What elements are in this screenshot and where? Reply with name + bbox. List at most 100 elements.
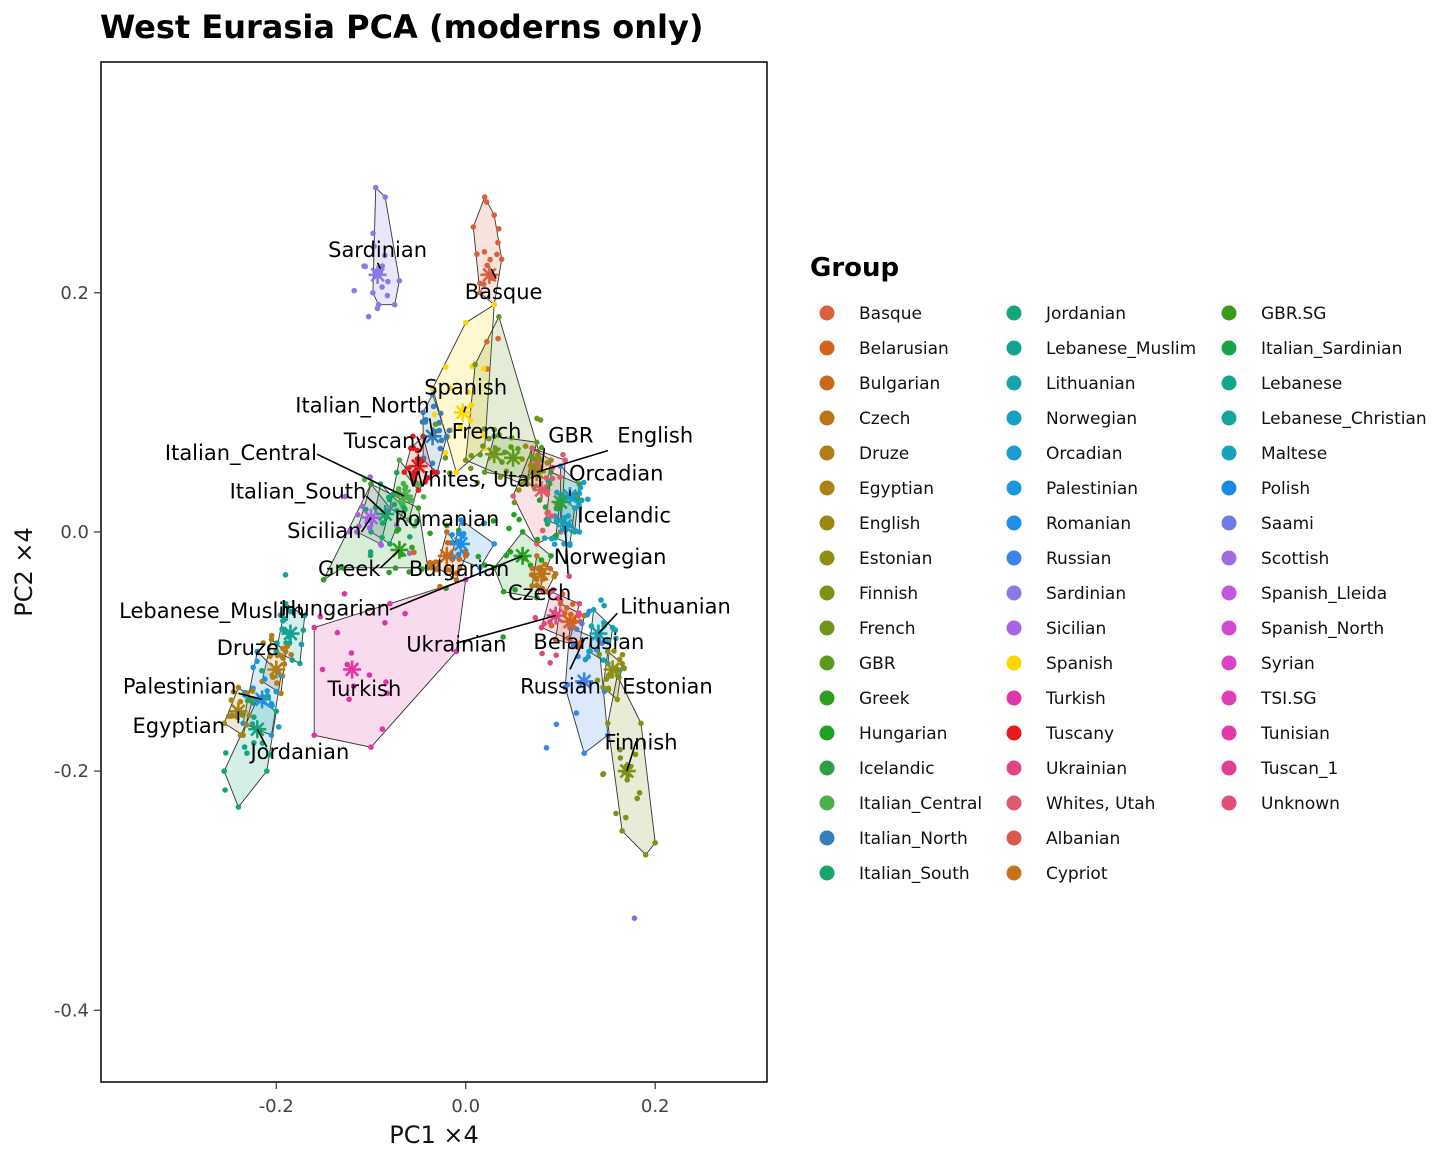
leader-line — [569, 639, 585, 670]
point-french — [480, 443, 486, 449]
label-sardinian: Sardinian — [328, 238, 427, 262]
point-hungarian — [490, 518, 497, 524]
point-palestinian — [276, 724, 282, 730]
legend-swatch — [1221, 375, 1237, 391]
point-greek — [394, 528, 400, 534]
legend-swatch — [1006, 550, 1022, 566]
point-hungarian — [519, 529, 526, 535]
legend-item-finnish: Finnish — [819, 584, 918, 604]
legend-swatch — [1221, 515, 1237, 531]
point-romanian — [449, 532, 456, 538]
legend-label: French — [859, 619, 916, 639]
point-turkish — [382, 620, 388, 626]
legend: Group Basque Belarusian Bulgarian Czech Druz… — [810, 253, 1427, 884]
legend-swatch — [1221, 760, 1237, 776]
legend-label: Whites, Utah — [1046, 794, 1155, 814]
legend-swatch — [1006, 515, 1022, 531]
label-palestinian: Palestinian — [123, 674, 237, 698]
legend-item-russian: Russian — [1006, 549, 1111, 569]
point-jordanian — [241, 744, 248, 750]
point-whites-utah — [539, 527, 546, 534]
point-czech — [534, 553, 540, 559]
label-sicilian: Sicilian — [287, 519, 361, 543]
legend-swatch — [1006, 445, 1022, 461]
legend-item-unknown: Unknown — [1221, 794, 1340, 814]
point-whites-utah — [549, 475, 556, 482]
point-estonian — [594, 677, 601, 684]
legend-swatch — [819, 480, 835, 496]
point-sardinian — [365, 313, 372, 320]
point-basque — [491, 212, 498, 218]
point-jordanian — [245, 697, 252, 703]
legend-swatch — [1221, 620, 1237, 636]
point-palestinian — [250, 664, 256, 671]
legend-label: Syrian — [1261, 654, 1315, 674]
legend-label: Lebanese_Muslim — [1046, 339, 1196, 359]
legend-swatch — [1221, 305, 1237, 321]
centroid-bulgarian — [437, 546, 456, 565]
point-italian-south — [401, 505, 408, 511]
point-turkish — [453, 648, 460, 655]
point-lithuanian — [598, 597, 604, 603]
leader-line — [360, 517, 372, 533]
point-lebanese-muslim — [287, 608, 294, 615]
point-basque — [480, 281, 487, 288]
point-english — [537, 456, 544, 463]
point-russian — [585, 653, 592, 660]
legend-label: Polish — [1261, 479, 1310, 499]
point-lithuanian — [600, 657, 607, 663]
point-sicilian — [355, 511, 361, 518]
legend-label: Basque — [859, 304, 922, 324]
point-greek — [475, 553, 482, 560]
point-english — [534, 452, 541, 459]
point-lebanese-muslim — [274, 640, 280, 646]
point-gbr — [508, 435, 515, 441]
legend-item-syrian: Syrian — [1221, 654, 1315, 674]
point-gbr — [491, 433, 498, 440]
point-belarusian — [564, 605, 570, 611]
legend-label: Lebanese_Christian — [1261, 409, 1427, 429]
legend-label: Norwegian — [1046, 409, 1137, 429]
legend-label: Spanish_North — [1261, 619, 1384, 639]
point-turkish — [384, 690, 391, 696]
point-bulgarian — [444, 539, 451, 546]
point-lithuanian — [609, 624, 616, 631]
point-ukrainian — [532, 614, 539, 621]
plot-border — [100, 61, 768, 1083]
point-basque — [470, 224, 477, 230]
point-hungarian — [506, 525, 512, 532]
legend-swatch — [1221, 795, 1237, 811]
legend-item-english: English — [819, 514, 920, 534]
legend-swatch — [1221, 725, 1237, 741]
legend-item-ukrainian: Ukrainian — [1006, 759, 1127, 779]
label-french: French — [452, 420, 522, 444]
label-basque: Basque — [465, 280, 543, 304]
point-finnish — [617, 746, 623, 753]
point-french — [511, 499, 518, 506]
point-druze — [274, 652, 281, 659]
label-whites-utah: Whites, Utah — [408, 468, 543, 492]
point-jordanian — [249, 700, 256, 706]
point-french — [447, 470, 453, 476]
point-basque — [481, 194, 488, 200]
point-bulgarian — [462, 553, 469, 559]
point-lithuanian — [613, 635, 619, 642]
point-italian-central — [420, 494, 427, 500]
point-italian-north — [429, 460, 436, 467]
leader-line — [490, 268, 497, 279]
point-basque — [498, 256, 505, 263]
point-french — [442, 455, 449, 461]
legend-label: Hungarian — [859, 724, 947, 744]
point-greek — [444, 522, 450, 529]
point-egyptian — [230, 689, 237, 695]
legend-item-czech: Czech — [819, 409, 910, 429]
legend-swatch — [1221, 655, 1237, 671]
legend-item-spanish-north: Spanish_North — [1221, 619, 1384, 639]
point-czech — [552, 571, 559, 577]
point-gbr — [515, 446, 521, 452]
point-lebanese-muslim — [282, 572, 289, 578]
legend-item-bulgarian: Bulgarian — [819, 374, 940, 394]
point-druze — [281, 661, 288, 667]
point-french — [474, 479, 481, 486]
centroid-basque — [480, 265, 499, 284]
